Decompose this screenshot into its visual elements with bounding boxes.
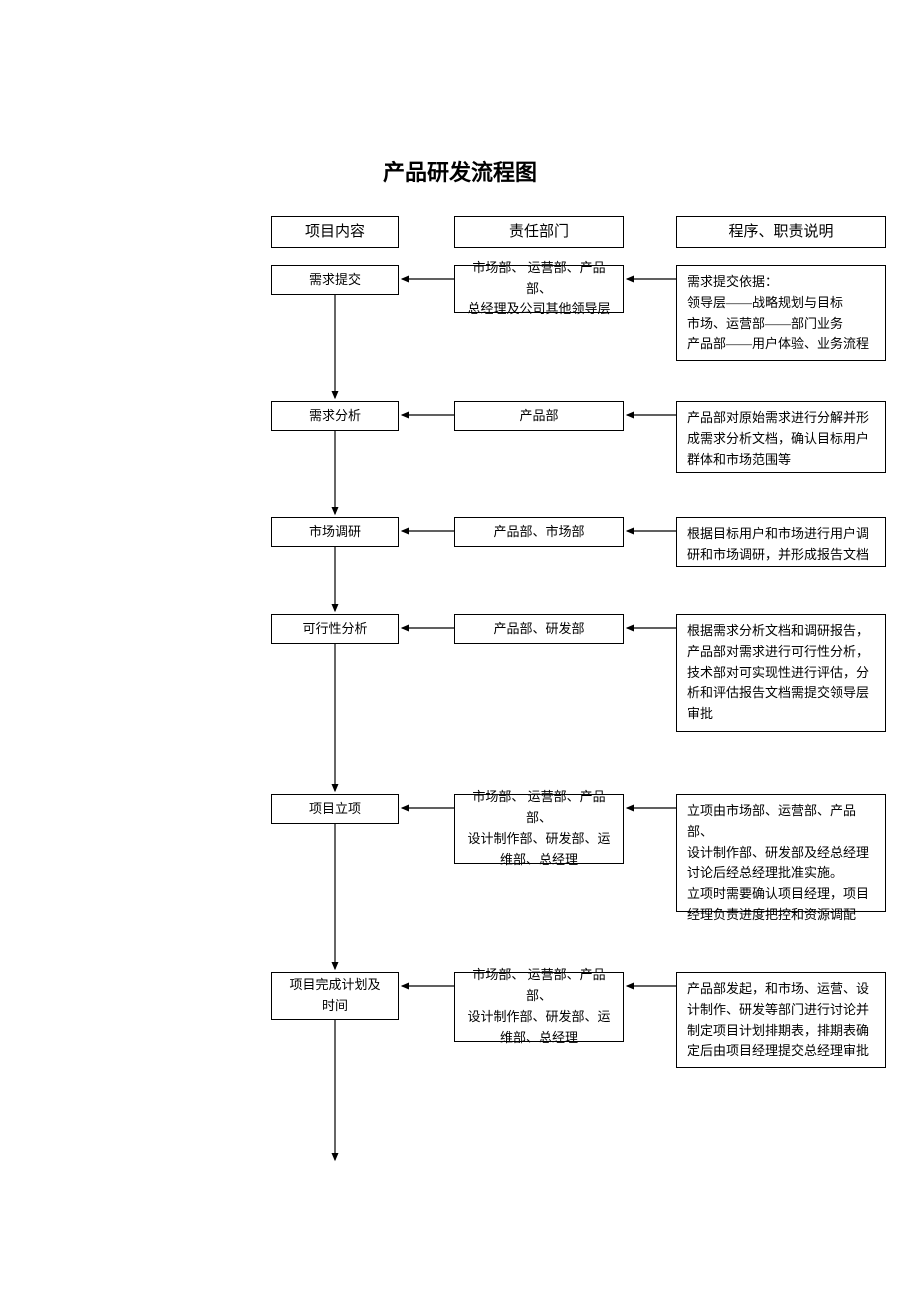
- step-0-dept: 市场部、 运营部、产品部、 总经理及公司其他领导层: [454, 265, 624, 313]
- step-1-dept: 产品部: [454, 401, 624, 431]
- header-col3-label: 程序、职责说明: [728, 220, 833, 244]
- step-2-dept: 产品部、市场部: [454, 517, 624, 547]
- step-0-desc-label: 需求提交依据： 领导层——战略规划与目标 市场、运营部——部门业务 产品部——用…: [687, 272, 869, 355]
- step-4-dept-label: 市场部、 运营部、产品部、 设计制作部、研发部、运 维部、总经理: [461, 787, 617, 870]
- step-3-desc-label: 根据需求分析文档和调研报告， 产品部对需求进行可行性分析， 技术部对可实现性进行…: [687, 621, 869, 725]
- step-5-name-label: 项目完成计划及 时间: [289, 975, 380, 1017]
- step-1-desc-label: 产品部对原始需求进行分解并形 成需求分析文档，确认目标用户 群体和市场范围等: [687, 408, 869, 470]
- step-1-name-label: 需求分析: [309, 406, 361, 427]
- step-1-name: 需求分析: [271, 401, 399, 431]
- step-5-desc: 产品部发起，和市场、运营、设 计制作、研发等部门进行讨论并 制定项目计划排期表，…: [676, 972, 886, 1068]
- header-col3: 程序、职责说明: [676, 216, 886, 248]
- step-4-name: 项目立项: [271, 794, 399, 824]
- step-5-desc-label: 产品部发起，和市场、运营、设 计制作、研发等部门进行讨论并 制定项目计划排期表，…: [687, 979, 869, 1062]
- step-2-desc-label: 根据目标用户和市场进行用户调 研和市场调研，并形成报告文档: [687, 524, 869, 566]
- header-col2: 责任部门: [454, 216, 624, 248]
- step-2-dept-label: 产品部、市场部: [493, 522, 584, 543]
- step-5-dept-label: 市场部、 运营部、产品部、 设计制作部、研发部、运 维部、总经理: [461, 965, 617, 1048]
- step-4-desc-label: 立项由市场部、运营部、产品部、 设计制作部、研发部及经总经理 讨论后经总经理批准…: [687, 801, 875, 926]
- step-4-desc: 立项由市场部、运营部、产品部、 设计制作部、研发部及经总经理 讨论后经总经理批准…: [676, 794, 886, 912]
- step-3-name: 可行性分析: [271, 614, 399, 644]
- step-4-name-label: 项目立项: [309, 799, 361, 820]
- step-3-dept-label: 产品部、研发部: [493, 619, 584, 640]
- step-2-desc: 根据目标用户和市场进行用户调 研和市场调研，并形成报告文档: [676, 517, 886, 567]
- step-1-dept-label: 产品部: [519, 406, 558, 427]
- step-2-name: 市场调研: [271, 517, 399, 547]
- step-3-dept: 产品部、研发部: [454, 614, 624, 644]
- step-5-name: 项目完成计划及 时间: [271, 972, 399, 1020]
- header-col2-label: 责任部门: [509, 220, 569, 244]
- step-3-desc: 根据需求分析文档和调研报告， 产品部对需求进行可行性分析， 技术部对可实现性进行…: [676, 614, 886, 732]
- step-5-dept: 市场部、 运营部、产品部、 设计制作部、研发部、运 维部、总经理: [454, 972, 624, 1042]
- step-0-name: 需求提交: [271, 265, 399, 295]
- step-4-dept: 市场部、 运营部、产品部、 设计制作部、研发部、运 维部、总经理: [454, 794, 624, 864]
- step-0-desc: 需求提交依据： 领导层——战略规划与目标 市场、运营部——部门业务 产品部——用…: [676, 265, 886, 361]
- page-title: 产品研发流程图: [0, 155, 920, 187]
- step-0-dept-label: 市场部、 运营部、产品部、 总经理及公司其他领导层: [461, 258, 617, 320]
- header-col1-label: 项目内容: [305, 220, 365, 244]
- step-0-name-label: 需求提交: [309, 270, 361, 291]
- step-3-name-label: 可行性分析: [302, 619, 367, 640]
- header-col1: 项目内容: [271, 216, 399, 248]
- step-1-desc: 产品部对原始需求进行分解并形 成需求分析文档，确认目标用户 群体和市场范围等: [676, 401, 886, 473]
- flowchart-page: 产品研发流程图 项目内容责任部门程序、职责说明需求提交市场部、 运营部、产品部、…: [0, 0, 920, 1303]
- step-2-name-label: 市场调研: [309, 522, 361, 543]
